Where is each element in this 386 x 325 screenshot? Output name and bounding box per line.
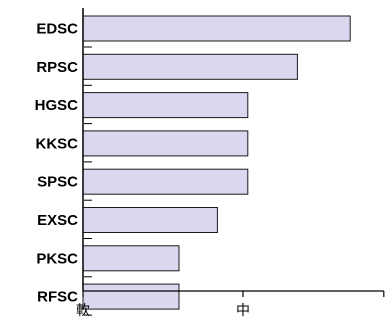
bar-exsc bbox=[82, 207, 218, 233]
bar-spsc bbox=[82, 168, 249, 195]
bar-hgsc bbox=[82, 92, 249, 119]
category-label-rfsc: RFSC bbox=[37, 289, 78, 306]
x-tick-label-0: 軟 bbox=[76, 303, 90, 319]
category-label-rpsc: RPSC bbox=[36, 59, 78, 76]
category-label-kksc: KKSC bbox=[35, 135, 78, 152]
bar-kksc bbox=[82, 130, 249, 157]
category-labels: EDSC RPSC HGSC KKSC SPSC EXSC PKSC RFSC bbox=[35, 21, 79, 306]
category-label-exsc: EXSC bbox=[37, 212, 78, 229]
bars bbox=[82, 15, 351, 316]
category-label-pksc: PKSC bbox=[36, 250, 78, 267]
category-label-hgsc: HGSC bbox=[35, 97, 79, 114]
bar-rpsc bbox=[82, 53, 298, 80]
bar-pksc bbox=[82, 245, 180, 272]
bar-edsc bbox=[82, 15, 351, 42]
x-tick-label-1: 中 bbox=[236, 303, 250, 319]
x-axis: 軟中 bbox=[76, 8, 385, 319]
category-label-edsc: EDSC bbox=[36, 21, 78, 38]
category-label-spsc: SPSC bbox=[37, 174, 78, 191]
bar-rfsc bbox=[82, 283, 180, 310]
